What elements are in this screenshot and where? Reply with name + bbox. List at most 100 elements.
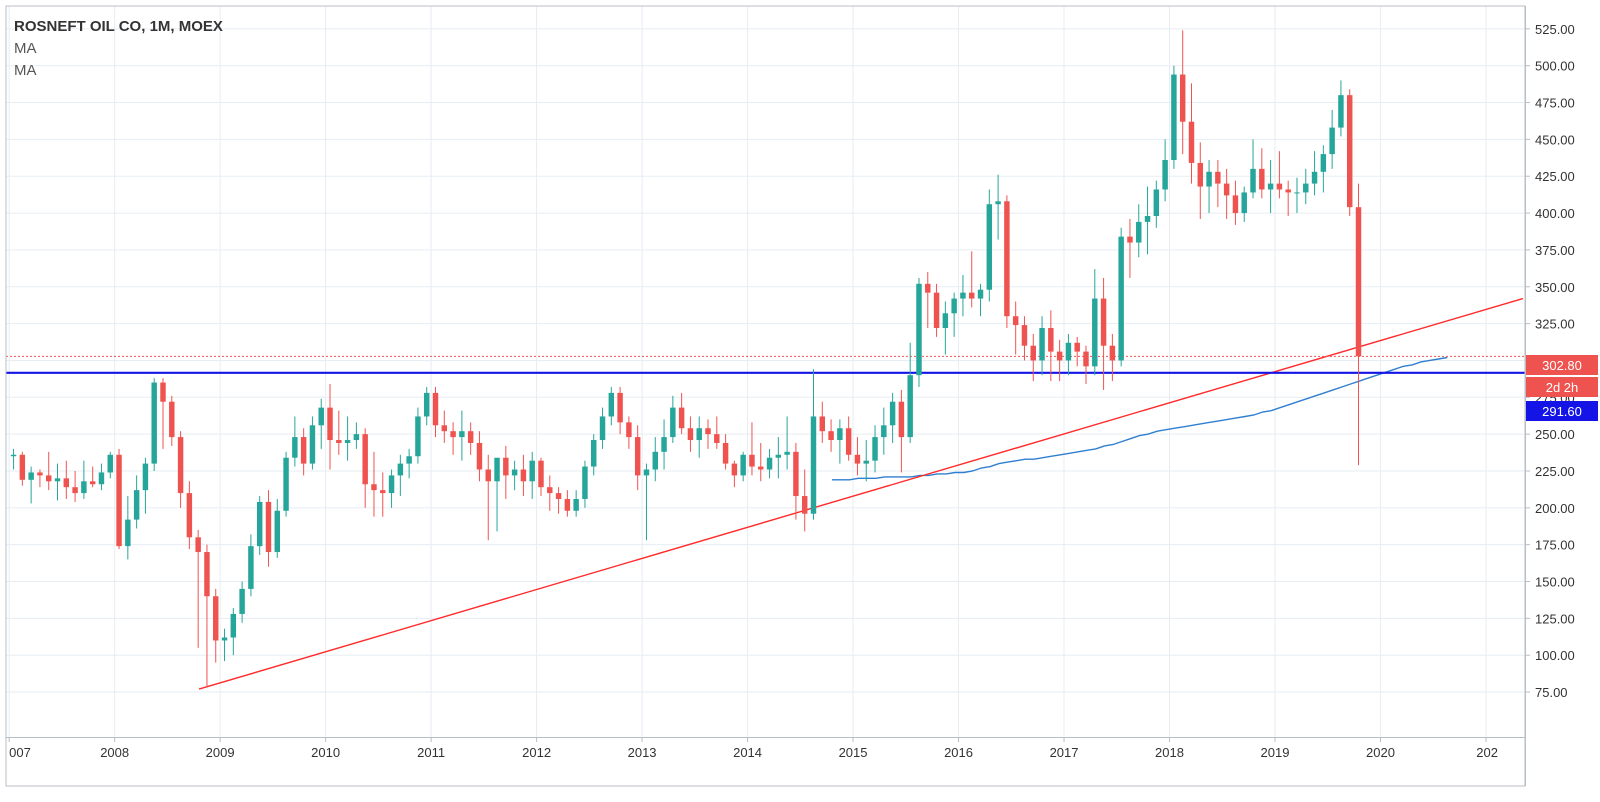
candle-body	[1092, 298, 1098, 367]
time-tick-label: 2014	[733, 745, 762, 760]
time-tick-label: 2018	[1155, 745, 1184, 760]
ma-legend-1[interactable]: MA	[14, 40, 37, 57]
moving-average-layer	[832, 356, 1448, 481]
candle-body	[1259, 168, 1265, 190]
candle	[177, 431, 184, 508]
candle	[1241, 186, 1247, 222]
candle	[336, 410, 342, 455]
candle-body	[28, 472, 34, 480]
candle-body	[1127, 236, 1133, 243]
candle	[221, 628, 228, 662]
candles-layer	[10, 30, 1362, 688]
candle-body	[327, 407, 333, 441]
candle	[1065, 333, 1072, 376]
candle-body	[19, 454, 26, 480]
candle	[969, 251, 975, 308]
candle	[995, 174, 1001, 240]
candle-body	[37, 472, 43, 476]
candle	[722, 434, 729, 470]
candle	[415, 407, 421, 464]
time-axis[interactable]: 007 2008 2009 2010 2011 2012 2013 2014 2015 2016 2…	[8, 737, 1498, 760]
time-tick-label: 2016	[944, 745, 973, 760]
ma-legend-2[interactable]: MA	[14, 62, 37, 79]
candle-body	[547, 487, 553, 494]
candle	[353, 422, 360, 449]
price-tick-label: 325.00	[1535, 317, 1575, 332]
time-tick-label: 2019	[1261, 745, 1290, 760]
time-tick-label: 2009	[206, 745, 235, 760]
candle-body	[72, 487, 78, 494]
candle	[942, 301, 949, 355]
candle-body	[160, 382, 166, 402]
candle	[1206, 160, 1212, 214]
candle	[459, 410, 465, 461]
candle	[195, 529, 201, 648]
candle	[819, 401, 826, 443]
candle	[766, 448, 773, 479]
candle	[1215, 160, 1221, 208]
candle-body	[1215, 171, 1221, 184]
price-tick-label: 400.00	[1535, 206, 1575, 221]
candle	[63, 460, 70, 499]
candle	[643, 463, 650, 541]
candle	[107, 451, 113, 479]
candle	[1083, 345, 1089, 385]
candle	[652, 437, 658, 482]
candle-body	[467, 431, 474, 443]
candle-body	[1179, 74, 1186, 122]
candle	[1004, 195, 1010, 329]
price-tick-label: 375.00	[1535, 243, 1575, 258]
candle-body	[555, 493, 562, 499]
candle	[1232, 180, 1239, 225]
candle	[634, 425, 641, 491]
candle	[1303, 168, 1309, 205]
price-tick-label: 250.00	[1535, 427, 1575, 442]
candle-body	[573, 498, 579, 511]
candle-body	[652, 451, 658, 470]
candle-body	[441, 425, 448, 432]
candle-body	[415, 416, 421, 457]
candle	[1338, 80, 1344, 137]
candle	[889, 392, 896, 443]
price-tick-label: 150.00	[1535, 575, 1575, 590]
candle-body	[986, 204, 993, 290]
price-tick-label: 175.00	[1535, 538, 1575, 553]
candle	[1012, 301, 1019, 355]
candle	[555, 487, 562, 514]
candle-body	[916, 283, 922, 376]
candle	[423, 386, 430, 426]
candle	[714, 416, 720, 449]
price-tick-label: 500.00	[1535, 59, 1575, 74]
candle	[925, 272, 931, 329]
candle	[1294, 177, 1300, 214]
candle-body	[54, 478, 61, 482]
symbol-title[interactable]: ROSNEFT OIL CO, 1M, MOEX	[14, 18, 223, 35]
candle	[1276, 151, 1283, 199]
time-tick-label: 007	[9, 745, 31, 760]
candle	[828, 419, 834, 452]
candle	[186, 481, 193, 550]
candle-body	[406, 456, 412, 464]
price-tick-label: 525.00	[1535, 22, 1575, 37]
candle-body	[45, 475, 52, 482]
candle	[89, 466, 96, 488]
candle	[1030, 333, 1036, 382]
candle-body	[81, 481, 87, 494]
candle	[1092, 269, 1098, 376]
candle	[511, 460, 518, 491]
candle-body	[740, 454, 746, 476]
candle	[213, 588, 219, 663]
candle-body	[195, 537, 201, 553]
candle	[441, 410, 448, 443]
candle-body	[107, 454, 113, 473]
candle	[388, 469, 395, 508]
candle	[265, 490, 272, 567]
candle-body	[634, 437, 641, 476]
candle-body	[705, 428, 711, 435]
candle-body	[476, 442, 483, 470]
candle-body	[283, 457, 289, 511]
candle	[283, 451, 289, 517]
candle	[670, 395, 676, 443]
